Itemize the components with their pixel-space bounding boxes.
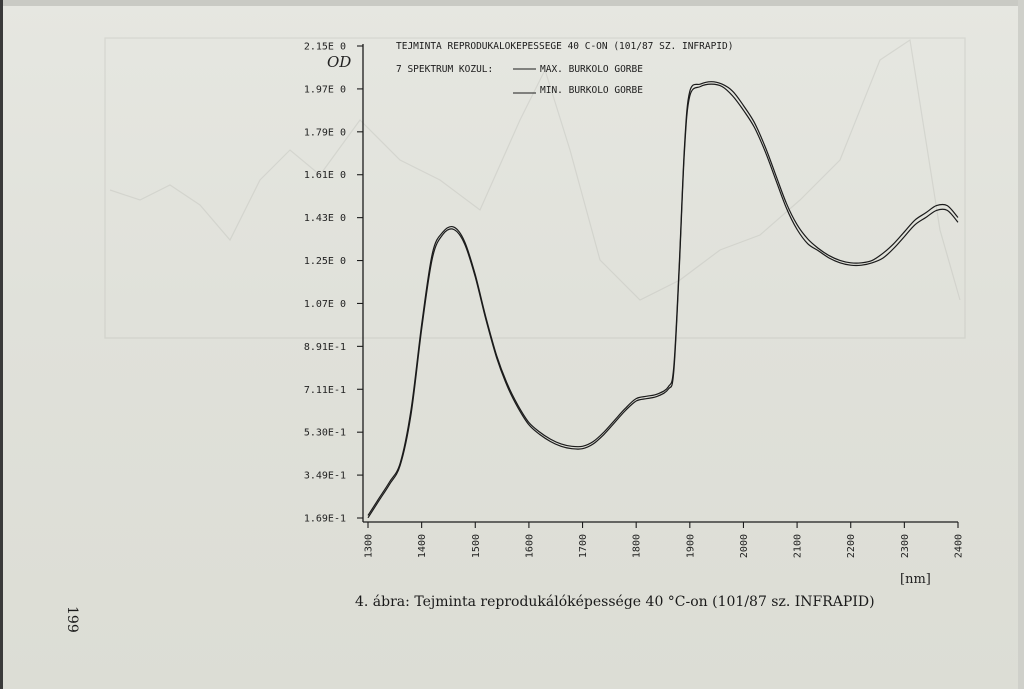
y-axis-label: OD <box>327 53 351 71</box>
y-tick-label: 5.30E-1 <box>304 428 346 439</box>
page-right-edge <box>1018 0 1024 689</box>
y-tick-label: 1.97E 0 <box>304 84 346 95</box>
x-tick-label: 1800 <box>632 534 643 558</box>
chart-subtitle: 7 SPEKTRUM KOZUL: <box>396 64 493 75</box>
x-tick-label: 2400 <box>954 534 965 558</box>
y-tick-label: 7.11E-1 <box>304 385 346 396</box>
x-tick-label: 1600 <box>524 534 535 558</box>
x-tick-label: 1400 <box>417 534 428 558</box>
series-line-max <box>367 81 959 516</box>
y-tick-label: 1.07E 0 <box>304 299 346 310</box>
y-tick-label: 1.61E 0 <box>304 170 346 181</box>
x-tick-label: 1300 <box>364 534 375 558</box>
x-tick-label: 2200 <box>846 534 857 558</box>
y-tick-label: 1.25E 0 <box>304 256 346 267</box>
x-tick-label: 2300 <box>900 534 911 558</box>
y-tick-label: 2.15E 0 <box>304 42 346 53</box>
x-tick-label: 1700 <box>578 534 589 558</box>
y-tick-label: 3.49E-1 <box>304 471 346 482</box>
y-tick-label: 1.79E 0 <box>304 127 346 138</box>
x-tick-label: 1900 <box>685 534 696 558</box>
page-top-edge <box>0 0 1024 6</box>
page-left-edge <box>0 0 3 689</box>
series-line-min <box>367 83 959 519</box>
y-tick-label: 1.43E 0 <box>304 213 346 224</box>
legend-label-min: MIN. BURKOLO GORBE <box>540 85 643 96</box>
x-tick-label: 1500 <box>471 534 482 558</box>
legend-label-max: MAX. BURKOLO GORBE <box>540 64 643 75</box>
bleed-through-shadow <box>104 37 966 339</box>
figure-caption: 4. ábra: Tejminta reprodukálóképessége 4… <box>355 594 875 610</box>
page-number: 199 <box>64 606 80 633</box>
x-axis-label: [nm] <box>900 572 931 587</box>
x-tick-label: 2000 <box>739 534 750 558</box>
x-tick-label: 2100 <box>793 534 804 558</box>
y-tick-label: 8.91E-1 <box>304 342 346 353</box>
y-tick-label: 1.69E-1 <box>304 514 346 525</box>
chart-title: TEJMINTA REPRODUKALOKEPESSEGE 40 C-ON (1… <box>396 41 733 52</box>
